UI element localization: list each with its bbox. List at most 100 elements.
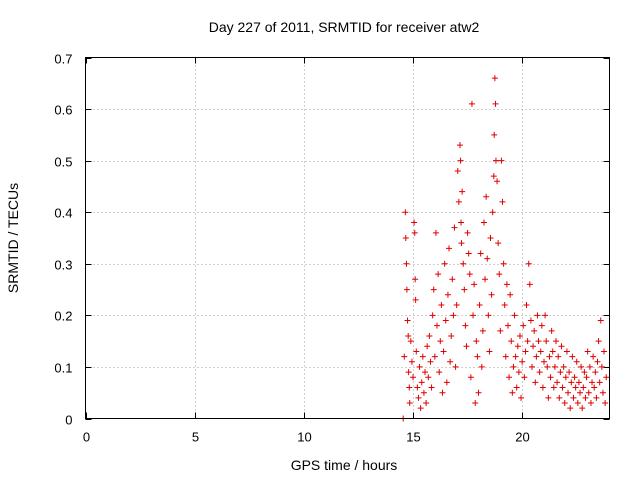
data-point: [537, 348, 544, 355]
data-point: [499, 198, 506, 205]
data-point: [498, 157, 505, 164]
data-point: [438, 302, 445, 309]
data-point: [549, 348, 556, 355]
data-point: [559, 384, 566, 391]
data-point: [596, 379, 603, 386]
data-point: [436, 369, 443, 376]
data-point: [567, 405, 574, 412]
data-point: [427, 358, 434, 365]
data-point: [592, 369, 599, 376]
data-point: [430, 286, 437, 293]
data-point: [555, 353, 562, 360]
data-point: [583, 374, 590, 381]
data-point: [476, 302, 483, 309]
data-point: [440, 348, 447, 355]
data-point: [598, 363, 605, 370]
data-point: [425, 374, 432, 381]
data-point: [418, 379, 425, 386]
data-point: [504, 322, 511, 329]
data-point: [420, 389, 427, 396]
data-point: [405, 369, 412, 376]
data-point: [602, 400, 609, 407]
data-point: [406, 400, 413, 407]
data-point: [432, 229, 439, 236]
data-point: [417, 405, 424, 412]
data-point: [475, 389, 482, 396]
data-point: [535, 338, 542, 345]
data-point: [488, 291, 495, 298]
data-point: [419, 353, 426, 360]
data-point: [473, 338, 480, 345]
data-point: [470, 312, 477, 319]
plot-frame: [85, 57, 610, 419]
data-point: [597, 317, 604, 324]
data-point: [408, 358, 415, 365]
data-point: [483, 193, 490, 200]
data-point: [452, 363, 459, 370]
data-point: [429, 312, 436, 319]
data-point: [442, 317, 449, 324]
data-point: [527, 317, 534, 324]
data-point: [426, 332, 433, 339]
grid-lines: [85, 57, 610, 419]
data-point: [480, 219, 487, 226]
data-point: [434, 322, 441, 329]
data-point: [514, 343, 521, 350]
data-point: [424, 343, 431, 350]
data-point: [554, 379, 561, 386]
data-point: [463, 343, 470, 350]
x-axis-label: GPS time / hours: [291, 457, 398, 473]
data-point: [466, 271, 473, 278]
y-tick-label: 0.6: [54, 103, 72, 118]
data-point: [404, 317, 411, 324]
data-point: [468, 100, 475, 107]
data-point: [531, 327, 538, 334]
data-point: [546, 353, 553, 360]
data-point: [411, 219, 418, 226]
y-tick-label: 0: [65, 413, 72, 428]
y-tick-label: 0.1: [54, 361, 72, 376]
data-point: [471, 281, 478, 288]
data-point: [453, 302, 460, 309]
x-tick-label: 5: [192, 430, 199, 445]
data-point: [415, 394, 422, 401]
data-point: [492, 157, 499, 164]
data-point: [506, 374, 513, 381]
data-point: [561, 400, 568, 407]
data-point: [518, 394, 525, 401]
data-point: [478, 363, 485, 370]
data-point: [557, 369, 564, 376]
data-point: [542, 312, 549, 319]
data-point: [458, 219, 465, 226]
data-point: [491, 75, 498, 82]
data-point: [435, 271, 442, 278]
data-point: [412, 296, 419, 303]
data-point: [448, 332, 455, 339]
data-point: [591, 384, 598, 391]
y-axis-label: SRMTID / TECUs: [5, 183, 21, 293]
data-point: [553, 338, 560, 345]
data-point: [491, 131, 498, 138]
data-point: [495, 240, 502, 247]
data-point: [558, 343, 565, 350]
data-point: [566, 369, 573, 376]
data-point: [577, 389, 584, 396]
data-point: [515, 369, 522, 376]
data-point: [479, 327, 486, 334]
data-point: [487, 235, 494, 241]
data-point: [534, 312, 541, 319]
data-point: [528, 363, 535, 370]
data-point: [416, 363, 423, 370]
data-point: [501, 302, 508, 309]
data-point: [406, 384, 413, 391]
data-point: [516, 332, 523, 339]
data-points: [400, 75, 610, 422]
data-point: [509, 389, 516, 396]
data-point: [538, 322, 545, 329]
data-point: [410, 374, 416, 381]
y-tick-label: 0.4: [54, 206, 72, 221]
data-point: [459, 188, 466, 195]
data-point: [486, 348, 493, 355]
data-point: [543, 338, 550, 345]
data-point: [521, 374, 528, 381]
